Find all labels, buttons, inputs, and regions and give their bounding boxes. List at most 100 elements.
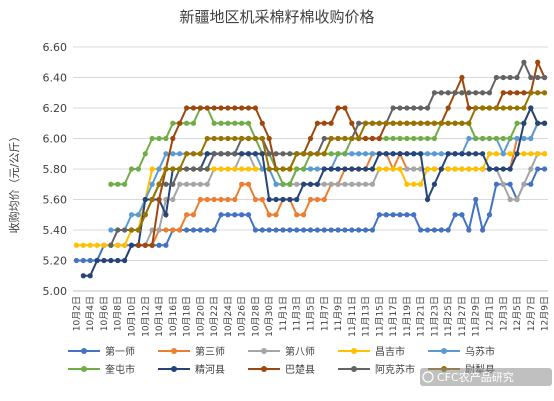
data-point — [321, 227, 327, 233]
data-point — [397, 151, 403, 157]
data-point — [232, 105, 238, 111]
data-point — [108, 227, 114, 233]
data-point — [541, 74, 548, 81]
legend-item: 第三师 — [158, 345, 225, 358]
legend-label: 阿克苏市 — [375, 363, 415, 376]
x-tick-label: 10月6日 — [99, 296, 110, 331]
data-point — [170, 181, 176, 187]
data-point — [514, 90, 520, 96]
data-point — [356, 181, 362, 187]
x-tick-label: 11月3日 — [292, 296, 303, 331]
data-point — [115, 227, 121, 233]
data-point — [204, 196, 210, 203]
data-point — [301, 151, 307, 157]
legend-label: 第三师 — [195, 345, 225, 358]
data-point — [204, 166, 210, 172]
data-point — [349, 151, 355, 157]
data-point — [321, 166, 327, 172]
data-point — [245, 181, 252, 187]
data-point — [411, 181, 417, 187]
data-point — [383, 151, 389, 157]
x-tick-label: 10月24日 — [223, 296, 234, 337]
data-point — [507, 105, 513, 111]
data-point — [473, 196, 479, 203]
data-point — [314, 196, 320, 203]
data-point — [232, 151, 238, 157]
data-point — [452, 166, 458, 172]
data-point — [480, 105, 486, 111]
x-tick-label: 10月2日 — [71, 296, 82, 331]
data-point — [507, 135, 513, 142]
legend-swatch-marker — [81, 348, 87, 354]
data-point — [149, 242, 155, 248]
data-point — [232, 212, 238, 218]
data-point — [507, 151, 513, 157]
data-point — [287, 151, 293, 157]
data-point — [335, 135, 341, 142]
data-point — [362, 120, 369, 126]
data-point — [404, 181, 410, 187]
data-point — [535, 166, 541, 172]
data-point — [252, 166, 259, 172]
data-point — [362, 166, 369, 172]
data-point — [301, 166, 307, 172]
x-tick-label: 10月10日 — [127, 296, 138, 337]
data-point — [528, 181, 534, 187]
data-point — [335, 151, 341, 157]
data-point — [418, 120, 424, 126]
data-point — [514, 135, 520, 142]
data-point — [149, 196, 155, 203]
data-point — [418, 105, 424, 111]
data-point — [287, 227, 293, 233]
data-point — [183, 166, 190, 172]
data-point — [493, 151, 499, 157]
data-point — [452, 151, 458, 157]
data-point — [245, 212, 252, 218]
data-point — [122, 181, 128, 187]
x-tick-label: 10月22日 — [209, 296, 220, 337]
legend-swatch-marker — [171, 366, 177, 372]
data-point — [197, 105, 203, 111]
data-point — [390, 212, 396, 218]
data-point — [314, 120, 320, 126]
data-point — [204, 227, 210, 233]
data-point — [239, 135, 245, 142]
data-point — [445, 151, 451, 157]
data-point — [528, 151, 534, 157]
data-point — [94, 257, 100, 264]
data-point — [438, 151, 444, 157]
data-point — [535, 90, 541, 96]
data-point — [424, 135, 431, 142]
data-point — [273, 151, 279, 157]
legend-swatch-marker — [261, 348, 267, 354]
x-axis-ticks: 10月2日 10月4日 10月6日 10月8日 10月10日 10月12日 10月14日 10… — [71, 296, 550, 337]
data-point — [163, 151, 169, 157]
data-point — [287, 196, 293, 203]
data-point — [521, 181, 527, 187]
data-point — [390, 105, 396, 111]
data-point — [411, 105, 417, 111]
data-point — [259, 151, 265, 157]
data-point — [245, 151, 252, 157]
legend-item: 第八师 — [248, 345, 315, 358]
data-point — [535, 74, 541, 81]
data-point — [266, 151, 272, 157]
x-tick-label: 11月17日 — [388, 296, 399, 337]
data-point — [459, 166, 465, 172]
legend-label: 巴楚县 — [285, 363, 315, 376]
legend-item: 精河县 — [158, 363, 225, 376]
data-point — [163, 181, 169, 187]
data-point — [418, 181, 424, 187]
legend-item: 阿克苏市 — [338, 363, 415, 376]
data-point — [473, 166, 479, 172]
data-point — [307, 181, 314, 187]
data-point — [480, 135, 486, 142]
y-tick-label: 5.60 — [43, 194, 68, 207]
data-point — [397, 105, 403, 111]
data-point — [418, 151, 424, 157]
data-point — [301, 181, 307, 187]
y-tick-label: 5.40 — [43, 224, 68, 237]
watermark: CFC农产品研究 — [420, 368, 552, 386]
data-point — [294, 181, 300, 187]
data-point — [535, 59, 541, 65]
